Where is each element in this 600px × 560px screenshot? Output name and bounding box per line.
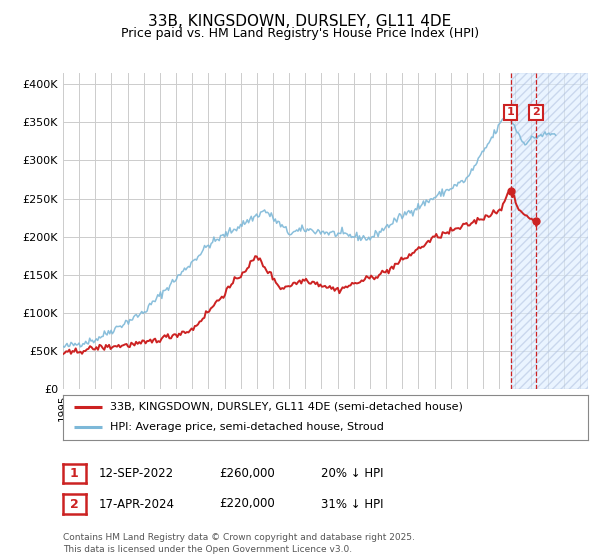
Bar [511, 73, 588, 389]
Text: 31% ↓ HPI: 31% ↓ HPI [321, 497, 383, 511]
Text: 1: 1 [70, 466, 79, 480]
Text: 12-SEP-2022: 12-SEP-2022 [99, 466, 174, 480]
Text: £220,000: £220,000 [219, 497, 275, 511]
Text: Price paid vs. HM Land Registry's House Price Index (HPI): Price paid vs. HM Land Registry's House … [121, 27, 479, 40]
Text: HPI: Average price, semi-detached house, Stroud: HPI: Average price, semi-detached house,… [110, 422, 384, 432]
Text: 33B, KINGSDOWN, DURSLEY, GL11 4DE (semi-detached house): 33B, KINGSDOWN, DURSLEY, GL11 4DE (semi-… [110, 402, 463, 412]
Text: 33B, KINGSDOWN, DURSLEY, GL11 4DE: 33B, KINGSDOWN, DURSLEY, GL11 4DE [148, 14, 452, 29]
Text: 2: 2 [532, 108, 540, 118]
Bar [511, 73, 588, 389]
Text: Contains HM Land Registry data © Crown copyright and database right 2025.
This d: Contains HM Land Registry data © Crown c… [63, 533, 415, 554]
Text: 2: 2 [70, 497, 79, 511]
Text: £260,000: £260,000 [219, 466, 275, 480]
Text: 17-APR-2024: 17-APR-2024 [99, 497, 175, 511]
Text: 1: 1 [507, 108, 514, 118]
Text: 20% ↓ HPI: 20% ↓ HPI [321, 466, 383, 480]
